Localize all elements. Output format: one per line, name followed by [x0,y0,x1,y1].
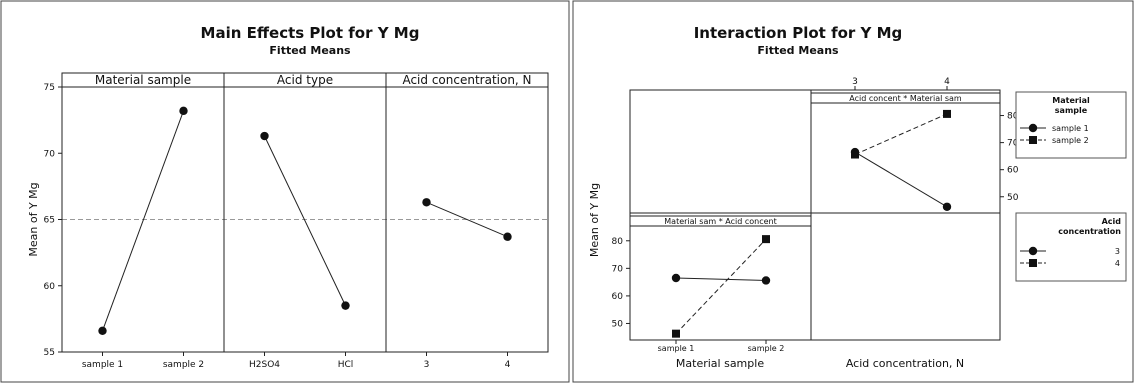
effect-point [503,232,512,241]
legend-title: sample [1055,106,1088,115]
x-tick-label: sample 1 [82,360,123,370]
panel-title: Material sam * Acid concent [664,217,776,226]
x-tick-label: sample 2 [748,344,785,353]
x-tick-label: sample 1 [658,344,695,353]
series-point [942,202,952,211]
effect-point [341,301,350,310]
y-axis-label: Mean of Y Mg [588,183,601,257]
y-tick-label: 60 [612,292,624,302]
y-tick-label: 65 [44,216,55,226]
effect-line [264,135,346,306]
x-axis-label: Acid concentration, N [846,357,964,370]
main-effects-title: Main Effects Plot for Y Mg [201,24,420,42]
legend-box [1015,212,1127,282]
y-tick-label: 50 [612,319,624,329]
series-point [672,329,680,338]
series-line [854,151,948,208]
panel-strip [810,92,1001,104]
series-point [851,150,859,159]
legend-marker [1028,123,1038,133]
y-tick-label: 80 [612,237,624,247]
interaction-subtitle: Fitted Means [757,44,839,57]
x-tick-label: 3 [852,77,858,87]
panel-box [385,86,549,353]
series-line [675,277,767,281]
panel-title: Acid concent * Material sam [849,94,962,103]
x-tick-label: HCl [338,360,354,370]
legend-marker [1029,259,1037,267]
series-point [762,235,770,244]
y-tick-label: 70 [44,149,56,159]
panel-title: Acid type [277,73,333,87]
effect-point [98,326,107,335]
legend-title: concentration [1058,227,1121,236]
x-tick-label: 4 [505,360,511,370]
legend-label: 3 [1115,247,1120,256]
right-chart-frame [572,0,1134,383]
y-tick-label: 70 [1007,139,1019,149]
legend-label: sample 1 [1052,124,1089,133]
effect-point [179,106,188,116]
left-chart-frame [0,0,570,383]
x-tick-label: 3 [424,360,430,370]
legend-label: 4 [1115,259,1120,268]
legend-marker [1028,246,1038,256]
interaction-title: Interaction Plot for Y Mg [694,24,903,42]
y-tick-label: 55 [44,348,55,358]
effect-line [102,110,184,331]
legend-label: sample 2 [1052,136,1089,145]
legend-title: Material [1052,96,1090,105]
y-tick-label: 80 [1007,112,1019,122]
effect-point [422,198,431,207]
x-tick-label: 4 [944,77,950,87]
series-point [671,273,681,283]
x-tick-label: sample 2 [163,360,204,370]
effect-point [260,131,269,141]
panel-title: Material sample [95,73,191,87]
panel-strip [629,215,812,227]
y-axis-label: Mean of Y Mg [27,182,40,256]
series-line [854,113,948,155]
series-line [675,238,767,335]
series-point [943,109,951,118]
main-effects-subtitle: Fitted Means [269,44,351,57]
interaction-grid [629,89,1001,341]
effect-line [426,201,508,238]
y-tick-label: 70 [612,264,624,274]
x-axis-label: Material sample [676,357,764,370]
series-point [761,276,771,285]
x-tick-label: H2SO4 [249,360,280,370]
panel-title: Acid concentration, N [402,73,531,87]
y-tick-label: 75 [44,83,55,93]
y-tick-label: 60 [44,282,56,292]
legend-title: Acid [1102,217,1122,226]
y-tick-label: 60 [1007,166,1019,176]
legend-marker [1029,136,1037,144]
y-tick-label: 50 [1007,193,1019,203]
